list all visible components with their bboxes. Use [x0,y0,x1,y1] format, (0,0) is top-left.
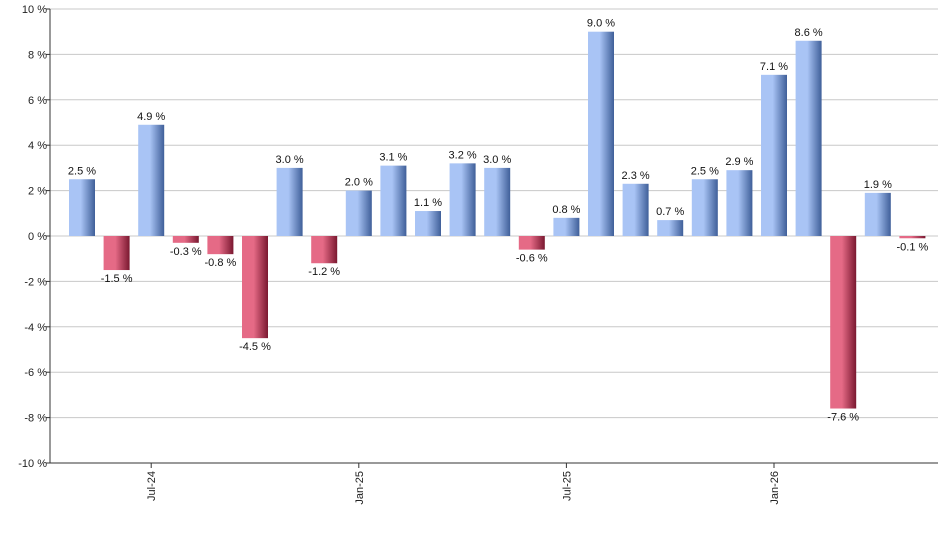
data-label: -7.6 % [827,412,859,424]
bars [69,31,926,409]
y-tick-label: -6 % [24,367,47,379]
bar-negative [172,236,199,243]
data-label: 3.0 % [483,154,511,166]
bar-negative [311,236,338,264]
y-tick-label: 6 % [28,95,47,107]
data-label: 2.9 % [725,156,753,168]
y-tick-label: -8 % [24,413,47,425]
data-label: 1.1 % [414,197,442,209]
bar-positive [345,190,372,236]
data-label: -0.8 % [205,257,237,269]
data-label: 3.1 % [379,152,407,164]
bar-positive [380,165,407,236]
bar-positive [864,192,891,236]
y-tick-label: 0 % [28,231,47,243]
bar-positive [657,220,684,236]
bar-positive [415,211,441,236]
bar-positive [795,40,822,236]
bar-positive [726,170,753,236]
data-label: 2.5 % [691,165,719,177]
data-label: 1.9 % [864,179,892,191]
data-label: -1.2 % [308,266,340,278]
y-tick-label: 4 % [28,140,47,152]
x-tick-label: Jan-25 [354,471,366,505]
bar-negative [103,236,130,271]
data-label: 0.8 % [552,204,580,216]
data-label: 2.3 % [622,170,650,182]
bar-negative [899,236,926,239]
bar-positive [138,124,165,236]
bar-positive [553,217,580,236]
data-label: -0.6 % [516,253,548,265]
data-label: 7.1 % [760,61,788,73]
data-label: -0.3 % [170,246,202,258]
data-label: -1.5 % [101,273,133,285]
data-label: 0.7 % [656,206,684,218]
y-tick-label: 2 % [28,186,47,198]
data-label: 8.6 % [795,27,823,39]
axes [46,8,938,468]
bar-positive [761,74,787,236]
bar-positive [588,31,614,237]
bar-negative [830,236,857,409]
bar-negative [207,236,234,255]
x-tick-label: Jan-26 [769,471,781,505]
data-label: 9.0 % [587,18,615,30]
bar-negative [518,236,545,250]
x-tick-label: Jul-25 [561,471,573,501]
labels: -10 % -8 % -6 % -4 % -2 % 0 % 2 % 4 % 6 % 8 % 10 %… [18,4,928,505]
y-tick-label: -10 % [18,458,47,470]
bar-negative [242,236,268,339]
bar-positive [691,179,718,236]
y-tick-label: 8 % [28,49,47,61]
bar-positive [484,167,511,236]
data-label: 4.9 % [137,111,165,123]
x-tick-label: Jul-24 [146,471,158,501]
data-label: 3.0 % [276,154,304,166]
bar-positive [622,183,649,236]
data-label: 2.5 % [68,165,96,177]
data-label: 3.2 % [449,149,477,161]
y-tick-label: -4 % [24,322,47,334]
y-tick-label: -2 % [24,276,47,288]
bar-positive [69,179,95,236]
data-label: -4.5 % [239,341,271,353]
bar-positive [449,163,476,236]
y-tick-label: 10 % [22,4,47,16]
data-label: -0.1 % [897,241,929,253]
data-label: 2.0 % [345,177,373,189]
bar-positive [276,167,303,236]
